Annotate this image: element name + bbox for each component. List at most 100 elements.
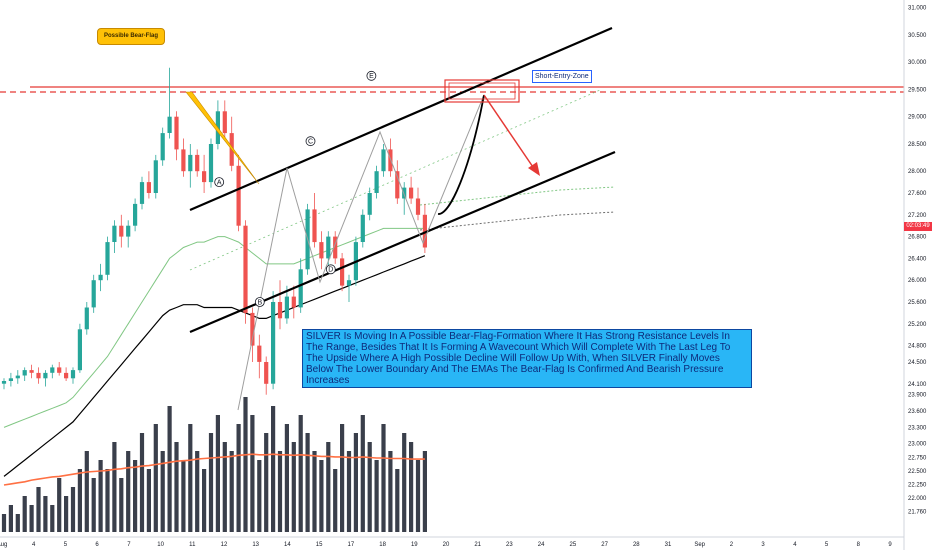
volume-bar <box>326 442 331 532</box>
volume-bar <box>415 460 421 532</box>
candle-body <box>326 236 331 259</box>
x-tick-label: 8 <box>857 542 861 548</box>
volume-bar <box>105 469 110 532</box>
channel-lower-line <box>189 150 616 334</box>
volume-bar <box>43 496 48 532</box>
short-entry-zone-box <box>444 79 520 103</box>
volume-bar <box>264 433 269 532</box>
candle-body <box>360 214 365 242</box>
volume-bar <box>29 505 34 532</box>
x-tick-label: 28 <box>633 542 640 548</box>
x-tick-label: 31 <box>665 542 672 548</box>
x-tick-label: 13 <box>252 542 259 548</box>
y-tick-label: 23.300 <box>908 425 927 431</box>
x-tick-label: 2 <box>730 542 734 548</box>
x-tick-label: 14 <box>284 542 291 548</box>
wave-label-a: A <box>214 177 225 188</box>
volume-bar <box>64 496 69 532</box>
candle-body <box>277 302 283 319</box>
volume-bar <box>153 424 158 532</box>
volume-bar <box>277 451 283 532</box>
volume-bar <box>360 415 365 532</box>
candle-body <box>312 209 317 243</box>
x-tick-label: 11 <box>189 542 196 548</box>
volume-bars <box>1 397 427 532</box>
volume-bar <box>22 496 27 532</box>
candle-body <box>77 329 82 371</box>
candle-body <box>422 214 427 248</box>
x-tick-label: 21 <box>474 542 481 548</box>
candle-body <box>133 203 138 226</box>
volume-bar <box>36 487 41 532</box>
wave-label-circle <box>214 177 225 188</box>
x-tick-label: 7 <box>127 542 131 548</box>
volume-bar <box>202 469 207 532</box>
candle-body <box>367 193 372 215</box>
y-tick-label: 22.750 <box>908 455 927 461</box>
ema-slow-line <box>3 255 426 477</box>
volume-bar <box>1 514 7 532</box>
candle-body <box>8 378 13 381</box>
volume-bar <box>346 451 352 532</box>
volume-bar <box>374 460 379 532</box>
wave-label-text: E <box>369 73 374 80</box>
volume-bar <box>395 469 400 532</box>
candle-body <box>374 171 379 193</box>
y-tick-label: 23.000 <box>908 442 927 448</box>
wave-labels: A B C D E <box>214 70 377 307</box>
candle-body <box>188 154 193 172</box>
candle-body <box>29 370 34 373</box>
candle-body <box>15 375 20 379</box>
volume-bar <box>208 433 214 532</box>
volume-bar <box>229 451 234 532</box>
candle-body <box>402 187 407 199</box>
volume-bar <box>112 442 117 532</box>
candle-body <box>257 345 262 362</box>
candle-body <box>1 381 7 384</box>
y-tick-label: 24.500 <box>908 360 927 366</box>
volume-bar <box>402 433 407 532</box>
x-tick-label: 9 <box>888 542 892 548</box>
current-price-tag: 02:03:49 <box>904 222 932 231</box>
candle-body <box>57 367 62 373</box>
x-tick-label: 4 <box>32 542 36 548</box>
x-tick-label: 27 <box>601 542 608 548</box>
channel-mid-projection <box>189 89 601 271</box>
y-tick-label: 26.800 <box>908 235 927 241</box>
ema-fast-projection <box>419 186 616 206</box>
channel-upper-line <box>189 26 613 212</box>
candle-body <box>98 274 103 281</box>
volume-bar <box>340 424 345 532</box>
y-tick-label: 22.500 <box>908 469 927 475</box>
x-tick-label: 15 <box>316 542 323 548</box>
candle-body <box>22 370 27 376</box>
candle-body <box>291 296 296 308</box>
candle-body <box>167 116 172 133</box>
y-tick-label: 22.250 <box>908 483 927 489</box>
volume-bar <box>160 451 165 532</box>
x-tick-label: 10 <box>157 542 164 548</box>
x-tick-label: 5 <box>64 542 68 548</box>
x-tick-label: Aug <box>0 542 7 548</box>
x-tick-label: 17 <box>348 542 355 548</box>
x-tick-label: 6 <box>95 542 99 548</box>
volume-bar <box>319 460 324 532</box>
candle-body <box>43 372 48 379</box>
y-tick-label: 28.000 <box>908 169 927 175</box>
volume-bar <box>257 460 262 532</box>
candle-body <box>202 171 207 183</box>
bear-flag-callout-pointer <box>185 91 260 185</box>
candle-body <box>50 367 55 373</box>
candle-body <box>381 149 386 172</box>
volume-bar <box>236 424 241 532</box>
volume-bar <box>8 505 13 532</box>
wave-label-b: B <box>254 297 265 307</box>
volume-bar <box>422 451 427 532</box>
volume-bar <box>50 505 55 532</box>
volume-bar <box>126 451 131 532</box>
candle-body <box>333 236 338 259</box>
volume-bar <box>15 514 20 532</box>
candle-body <box>222 111 227 134</box>
volume-bar <box>174 442 179 532</box>
